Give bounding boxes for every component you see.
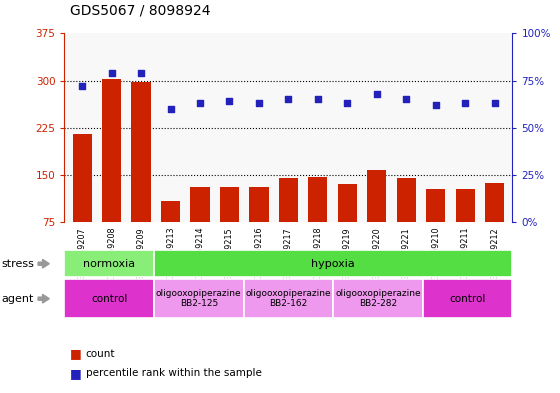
Point xyxy=(461,100,470,107)
Point xyxy=(372,91,381,97)
Text: ■: ■ xyxy=(70,347,82,360)
Text: count: count xyxy=(86,349,115,359)
Bar xyxy=(132,82,151,269)
Bar xyxy=(279,178,298,269)
Bar xyxy=(426,189,445,269)
Point xyxy=(137,70,146,76)
Bar xyxy=(367,171,386,269)
Text: oligooxopiperazine
BB2-125: oligooxopiperazine BB2-125 xyxy=(156,289,241,309)
Text: oligooxopiperazine
BB2-162: oligooxopiperazine BB2-162 xyxy=(246,289,331,309)
Text: oligooxopiperazine
BB2-282: oligooxopiperazine BB2-282 xyxy=(335,289,421,309)
Text: percentile rank within the sample: percentile rank within the sample xyxy=(86,368,262,378)
Point xyxy=(107,70,116,76)
Bar xyxy=(161,201,180,269)
Point xyxy=(225,98,234,105)
Bar xyxy=(396,178,416,269)
Text: stress: stress xyxy=(2,259,35,269)
Text: control: control xyxy=(91,294,127,304)
Bar xyxy=(190,187,209,269)
Point xyxy=(284,96,293,103)
Text: normoxia: normoxia xyxy=(83,259,136,269)
Bar xyxy=(72,134,92,269)
Bar xyxy=(485,183,505,269)
Bar xyxy=(309,177,328,269)
Text: agent: agent xyxy=(2,294,34,304)
Point xyxy=(431,102,440,108)
Bar xyxy=(456,189,475,269)
Text: ■: ■ xyxy=(70,367,82,380)
Bar xyxy=(338,184,357,269)
Point xyxy=(490,100,499,107)
Point xyxy=(78,83,87,89)
Text: GDS5067 / 8098924: GDS5067 / 8098924 xyxy=(70,4,211,18)
Point xyxy=(402,96,411,103)
Bar xyxy=(220,187,239,269)
Point xyxy=(314,96,323,103)
Text: hypoxia: hypoxia xyxy=(311,259,355,269)
Point xyxy=(343,100,352,107)
Text: control: control xyxy=(450,294,486,304)
Point xyxy=(254,100,263,107)
Bar xyxy=(249,187,268,269)
Point xyxy=(195,100,204,107)
Point xyxy=(166,106,175,112)
Bar xyxy=(102,79,121,269)
